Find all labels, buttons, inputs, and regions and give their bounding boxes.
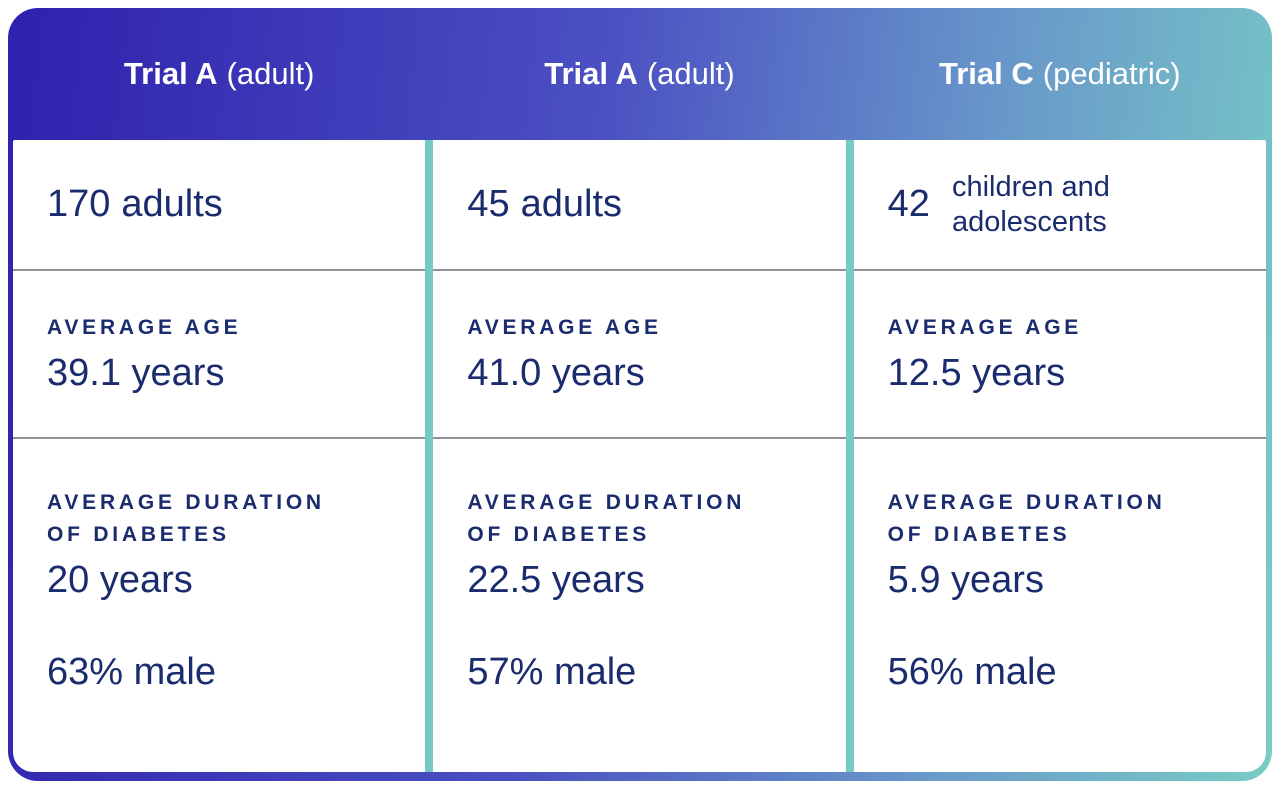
trial-a1-name: Trial A — [123, 56, 218, 91]
duration-value: 22.5 years — [467, 559, 645, 601]
trial-a1-population: (adult) — [226, 56, 315, 91]
header-trial-a1: Trial A (adult) — [13, 8, 425, 140]
header-spacer — [846, 8, 854, 140]
cell-participants: 45 adults — [433, 140, 846, 271]
participant-count: 45 — [467, 182, 510, 225]
average-age-label: AVERAGE AGE — [887, 315, 1083, 339]
average-age-value: 39.1 years — [47, 352, 225, 395]
cell-participants: 42 children and adolescents — [853, 140, 1266, 271]
column-divider — [845, 140, 854, 772]
duration-label: AVERAGE DURATION OF DIABETES — [887, 491, 1166, 546]
header-trial-c: Trial C (pediatric) — [854, 8, 1266, 140]
trial-a2-population: (adult) — [646, 56, 735, 91]
participant-label: adults — [121, 182, 223, 225]
average-age-label: AVERAGE AGE — [467, 315, 662, 339]
participant-label: adults — [520, 182, 623, 225]
average-age-value: 12.5 years — [887, 352, 1066, 395]
participants-value: 45 adults — [467, 182, 623, 226]
male-percent: 63% male — [47, 650, 216, 693]
male-percent: 57% male — [467, 650, 637, 693]
duration-value: 20 years — [47, 559, 193, 601]
participant-count: 42 — [887, 182, 930, 225]
participant-count: 170 — [47, 182, 111, 225]
male-percent: 56% male — [887, 650, 1057, 693]
duration-label: AVERAGE DURATION OF DIABETES — [47, 491, 325, 546]
cell-average-age: AVERAGE AGE 39.1 years — [13, 271, 426, 439]
cell-duration: AVERAGE DURATION OF DIABETES 5.9 years 5… — [854, 439, 1266, 772]
column-trial-c: 42 children and adolescents AVERAGE AGE … — [853, 140, 1266, 772]
column-trial-a2: 45 adults AVERAGE AGE 41.0 years AVERAGE… — [433, 140, 846, 772]
trial-comparison-card: Trial A (adult) Trial A (adult) Trial C … — [8, 8, 1272, 781]
participant-label: children and adolescents — [951, 170, 1110, 238]
average-age-label: AVERAGE AGE — [47, 315, 242, 339]
cell-duration: AVERAGE DURATION OF DIABETES 22.5 years … — [433, 439, 845, 772]
participants-value: 170 adults — [47, 182, 223, 226]
duration-value: 5.9 years — [887, 559, 1044, 601]
cell-duration: AVERAGE DURATION OF DIABETES 20 years 63… — [13, 439, 425, 772]
header-trial-a2: Trial A (adult) — [433, 8, 845, 140]
participants-value: 42 children and adolescents — [888, 170, 1202, 240]
trial-a2-name: Trial A — [544, 56, 638, 91]
cell-participants: 170 adults — [13, 140, 426, 271]
duration-label: AVERAGE DURATION OF DIABETES — [467, 491, 746, 546]
table-header: Trial A (adult) Trial A (adult) Trial C … — [13, 8, 1266, 140]
trial-c-name: Trial C — [939, 56, 1034, 91]
header-spacer — [425, 8, 433, 140]
cell-average-age: AVERAGE AGE 12.5 years — [853, 271, 1266, 439]
cell-average-age: AVERAGE AGE 41.0 years — [433, 271, 846, 439]
column-trial-a1: 170 adults AVERAGE AGE 39.1 years AVERAG… — [13, 140, 426, 772]
table-body: 170 adults AVERAGE AGE 39.1 years AVERAG… — [13, 140, 1266, 772]
average-age-value: 41.0 years — [467, 352, 645, 395]
column-divider — [425, 140, 434, 772]
trial-c-population: (pediatric) — [1042, 56, 1181, 91]
